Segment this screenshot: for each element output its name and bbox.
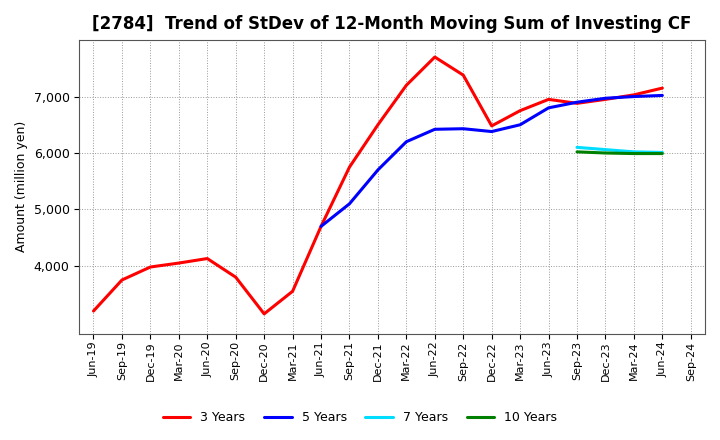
5 Years <box>572 99 581 105</box>
10 Years <box>658 151 667 156</box>
10 Years <box>601 150 610 156</box>
Title: [2784]  Trend of StDev of 12-Month Moving Sum of Investing CF: [2784] Trend of StDev of 12-Month Moving… <box>92 15 692 33</box>
3 Years <box>487 123 496 128</box>
3 Years <box>89 308 98 314</box>
3 Years <box>431 55 439 60</box>
3 Years <box>601 97 610 102</box>
3 Years <box>146 264 155 270</box>
5 Years <box>374 167 382 172</box>
10 Years <box>629 151 638 156</box>
3 Years <box>459 73 467 78</box>
7 Years <box>629 149 638 154</box>
5 Years <box>317 224 325 229</box>
7 Years <box>572 145 581 150</box>
3 Years <box>174 260 183 266</box>
3 Years <box>374 122 382 128</box>
3 Years <box>658 85 667 91</box>
5 Years <box>629 94 638 99</box>
3 Years <box>203 256 212 261</box>
3 Years <box>629 92 638 98</box>
5 Years <box>658 93 667 98</box>
7 Years <box>658 150 667 155</box>
3 Years <box>572 101 581 106</box>
5 Years <box>431 127 439 132</box>
5 Years <box>402 139 410 144</box>
Y-axis label: Amount (million yen): Amount (million yen) <box>15 121 28 253</box>
7 Years <box>601 147 610 152</box>
5 Years <box>345 201 354 206</box>
3 Years <box>402 83 410 88</box>
10 Years <box>572 149 581 154</box>
5 Years <box>459 126 467 132</box>
3 Years <box>231 275 240 280</box>
Line: 7 Years: 7 Years <box>577 147 662 152</box>
Line: 10 Years: 10 Years <box>577 152 662 154</box>
3 Years <box>544 97 553 102</box>
Line: 3 Years: 3 Years <box>94 57 662 314</box>
5 Years <box>601 95 610 101</box>
Legend: 3 Years, 5 Years, 7 Years, 10 Years: 3 Years, 5 Years, 7 Years, 10 Years <box>158 407 562 429</box>
5 Years <box>516 122 524 128</box>
Line: 5 Years: 5 Years <box>321 95 662 226</box>
3 Years <box>317 224 325 229</box>
3 Years <box>288 289 297 294</box>
5 Years <box>487 129 496 134</box>
3 Years <box>516 108 524 114</box>
5 Years <box>544 105 553 110</box>
3 Years <box>260 311 269 316</box>
3 Years <box>117 277 126 282</box>
3 Years <box>345 165 354 170</box>
